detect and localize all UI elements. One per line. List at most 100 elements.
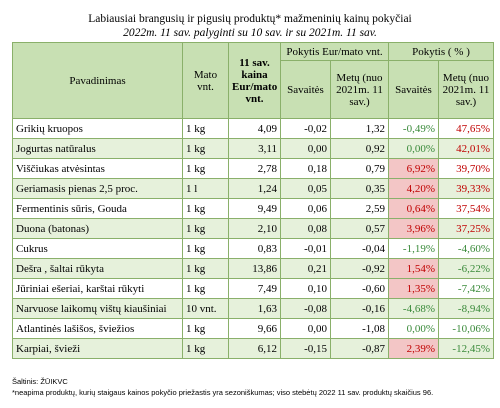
- cell-delta-week: -0,15: [280, 338, 331, 359]
- cell-delta-year: -0,87: [330, 338, 389, 359]
- table-row: Dešra , šaltai rūkyta 1 kg 13,86 0,21 -0…: [12, 258, 494, 279]
- cell-unit: 1 kg: [182, 138, 229, 159]
- cell-name: Viščiukas atvėsintas: [12, 158, 183, 179]
- header-change-eur: Pokytis Eur/mato vnt.: [280, 42, 389, 61]
- header-eur-year: Metų (nuo 2021m. 11 sav.): [330, 60, 389, 119]
- cell-pct-year: -10,06%: [438, 318, 494, 339]
- cell-name: Atlantinės lašišos, šviežios: [12, 318, 183, 339]
- cell-price: 1,24: [228, 178, 281, 199]
- cell-price: 2,10: [228, 218, 281, 239]
- cell-name: Grikių kruopos: [12, 118, 183, 139]
- cell-pct-week: -1,19%: [388, 238, 439, 259]
- header-pct-week: Savaitės: [388, 60, 439, 119]
- title-line: Labiausiai brangusių ir pigusių produktų…: [88, 13, 412, 25]
- cell-pct-year: -7,42%: [438, 278, 494, 299]
- cell-pct-year: -4,60%: [438, 238, 494, 259]
- cell-delta-year: -0,04: [330, 238, 389, 259]
- cell-pct-week: 0,64%: [388, 198, 439, 219]
- cell-delta-week: 0,05: [280, 178, 331, 199]
- cell-delta-year: -0,92: [330, 258, 389, 279]
- cell-price: 0,83: [228, 238, 281, 259]
- cell-price: 7,49: [228, 278, 281, 299]
- cell-price: 3,11: [228, 138, 281, 159]
- cell-pct-week: 1,35%: [388, 278, 439, 299]
- table-row: Grikių kruopos 1 kg 4,09 -0,02 1,32 -0,4…: [12, 118, 494, 139]
- cell-pct-year: -8,94%: [438, 298, 494, 319]
- cell-price: 4,09: [228, 118, 281, 139]
- cell-pct-week: 0,00%: [388, 318, 439, 339]
- cell-pct-year: 42,01%: [438, 138, 494, 159]
- cell-name: Narvuose laikomų vištų kiaušiniai: [12, 298, 183, 319]
- cell-pct-week: 4,20%: [388, 178, 439, 199]
- cell-pct-week: 6,92%: [388, 158, 439, 179]
- cell-unit: 1 kg: [182, 258, 229, 279]
- cell-name: Jogurtas natūralus: [12, 138, 183, 159]
- table-row: Fermentinis sūris, Gouda 1 kg 9,49 0,06 …: [12, 198, 494, 219]
- cell-name: Jūriniai ešeriai, karštai rūkyti: [12, 278, 183, 299]
- header-price: 11 sav. kaina Eur/mato vnt.: [228, 42, 281, 119]
- table-row: Duona (batonas) 1 kg 2,10 0,08 0,57 3,96…: [12, 218, 494, 239]
- header-unit: Mato vnt.: [182, 42, 229, 119]
- cell-unit: 1 kg: [182, 278, 229, 299]
- cell-delta-year: -0,60: [330, 278, 389, 299]
- cell-name: Karpiai, švieži: [12, 338, 183, 359]
- cell-delta-week: 0,06: [280, 198, 331, 219]
- cell-unit: 1 l: [182, 178, 229, 199]
- header-pct-year: Metų (nuo 2021m. 11 sav.): [438, 60, 494, 119]
- cell-pct-year: 39,70%: [438, 158, 494, 179]
- source-note: Šaltinis: ŽŪIKVC: [12, 377, 68, 386]
- table-row: Jogurtas natūralus 1 kg 3,11 0,00 0,92 0…: [12, 138, 494, 159]
- footnote: *neapima produktų, kurių staigaus kainos…: [12, 388, 434, 397]
- table-row: Atlantinės lašišos, šviežios 1 kg 9,66 0…: [12, 318, 494, 339]
- cell-name: Fermentinis sūris, Gouda: [12, 198, 183, 219]
- cell-delta-year: 0,79: [330, 158, 389, 179]
- cell-unit: 10 vnt.: [182, 298, 229, 319]
- cell-unit: 1 kg: [182, 338, 229, 359]
- cell-delta-year: 1,32: [330, 118, 389, 139]
- cell-pct-year: 39,33%: [438, 178, 494, 199]
- price-change-table: Pavadinimas Mato vnt. 11 sav. kaina Eur/…: [12, 42, 494, 359]
- table-row: Cukrus 1 kg 0,83 -0,01 -0,04 -1,19% -4,6…: [12, 238, 494, 259]
- cell-delta-week: -0,01: [280, 238, 331, 259]
- cell-name: Geriamasis pienas 2,5 proc.: [12, 178, 183, 199]
- table-row: Narvuose laikomų vištų kiaušiniai 10 vnt…: [12, 298, 494, 319]
- header-name: Pavadinimas: [12, 42, 183, 119]
- table-row: Viščiukas atvėsintas 1 kg 2,78 0,18 0,79…: [12, 158, 494, 179]
- cell-delta-week: -0,02: [280, 118, 331, 139]
- cell-pct-week: 2,39%: [388, 338, 439, 359]
- cell-delta-year: 2,59: [330, 198, 389, 219]
- cell-price: 6,12: [228, 338, 281, 359]
- cell-pct-year: 37,54%: [438, 198, 494, 219]
- cell-delta-week: 0,00: [280, 138, 331, 159]
- table-row: Karpiai, švieži 1 kg 6,12 -0,15 -0,87 2,…: [12, 338, 494, 359]
- cell-delta-year: 0,35: [330, 178, 389, 199]
- cell-delta-year: -0,16: [330, 298, 389, 319]
- cell-unit: 1 kg: [182, 158, 229, 179]
- cell-unit: 1 kg: [182, 218, 229, 239]
- cell-delta-year: 0,57: [330, 218, 389, 239]
- table-row: Geriamasis pienas 2,5 proc. 1 l 1,24 0,0…: [12, 178, 494, 199]
- cell-price: 2,78: [228, 158, 281, 179]
- table-row: Jūriniai ešeriai, karštai rūkyti 1 kg 7,…: [12, 278, 494, 299]
- cell-delta-year: -1,08: [330, 318, 389, 339]
- document-title: Labiausiai brangusių ir pigusių produktų…: [0, 12, 500, 40]
- cell-delta-year: 0,92: [330, 138, 389, 159]
- cell-pct-year: 47,65%: [438, 118, 494, 139]
- cell-pct-year: 37,25%: [438, 218, 494, 239]
- cell-price: 9,49: [228, 198, 281, 219]
- cell-name: Cukrus: [12, 238, 183, 259]
- cell-pct-week: 3,96%: [388, 218, 439, 239]
- cell-delta-week: 0,10: [280, 278, 331, 299]
- cell-price: 1,63: [228, 298, 281, 319]
- cell-pct-week: 1,54%: [388, 258, 439, 279]
- cell-delta-week: 0,18: [280, 158, 331, 179]
- cell-price: 9,66: [228, 318, 281, 339]
- cell-name: Dešra , šaltai rūkyta: [12, 258, 183, 279]
- cell-delta-week: 0,00: [280, 318, 331, 339]
- cell-pct-week: -4,68%: [388, 298, 439, 319]
- cell-unit: 1 kg: [182, 318, 229, 339]
- cell-delta-week: -0,08: [280, 298, 331, 319]
- cell-name: Duona (batonas): [12, 218, 183, 239]
- cell-price: 13,86: [228, 258, 281, 279]
- cell-pct-year: -6,22%: [438, 258, 494, 279]
